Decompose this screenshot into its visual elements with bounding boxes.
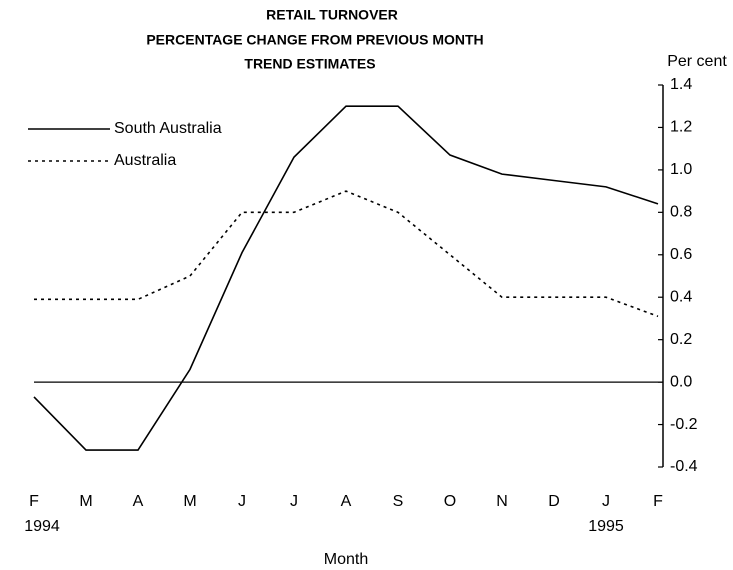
- y-tick-label: 1.4: [670, 76, 692, 93]
- line-series: [33, 105, 659, 451]
- x-sublabel: 1994: [24, 518, 60, 535]
- y-axis-label: Per cent: [667, 53, 727, 70]
- y-tick-label: 1.2: [670, 119, 692, 136]
- x-sublabel: 1995: [588, 518, 624, 535]
- chart-title: PERCENTAGE CHANGE FROM PREVIOUS MONTH: [146, 32, 483, 48]
- x-axis-label: Month: [324, 551, 368, 568]
- x-tick-label: J: [238, 493, 246, 510]
- x-tick-label: J: [602, 493, 610, 510]
- y-tick-label: -0.4: [670, 458, 698, 475]
- x-tick-label: O: [444, 493, 456, 510]
- legend-label: South Australia: [114, 120, 222, 137]
- x-tick-label: J: [290, 493, 298, 510]
- x-tick-label: A: [133, 493, 144, 510]
- x-tick-label: F: [29, 493, 39, 510]
- x-tick-label: M: [79, 493, 92, 510]
- y-tick-label: 0.4: [670, 288, 692, 305]
- y-tick-label: 1.0: [670, 161, 692, 178]
- y-tick-label: 0.2: [670, 331, 692, 348]
- chart-title: TREND ESTIMATES: [244, 56, 375, 72]
- y-tick-label: -0.2: [670, 416, 698, 433]
- x-tick-label: S: [393, 493, 404, 510]
- x-tick-label: M: [183, 493, 196, 510]
- line-series: [34, 190, 659, 318]
- x-tick-label: F: [653, 493, 663, 510]
- x-tick-label: N: [496, 493, 508, 510]
- y-tick-label: 0.8: [670, 204, 692, 221]
- legend-label: Australia: [114, 152, 176, 169]
- x-tick-label: A: [341, 493, 352, 510]
- chart-title: RETAIL TURNOVER: [266, 7, 398, 23]
- x-tick-label: D: [548, 493, 560, 510]
- y-tick-label: 0.6: [670, 246, 692, 263]
- y-tick-label: 0.0: [670, 373, 692, 390]
